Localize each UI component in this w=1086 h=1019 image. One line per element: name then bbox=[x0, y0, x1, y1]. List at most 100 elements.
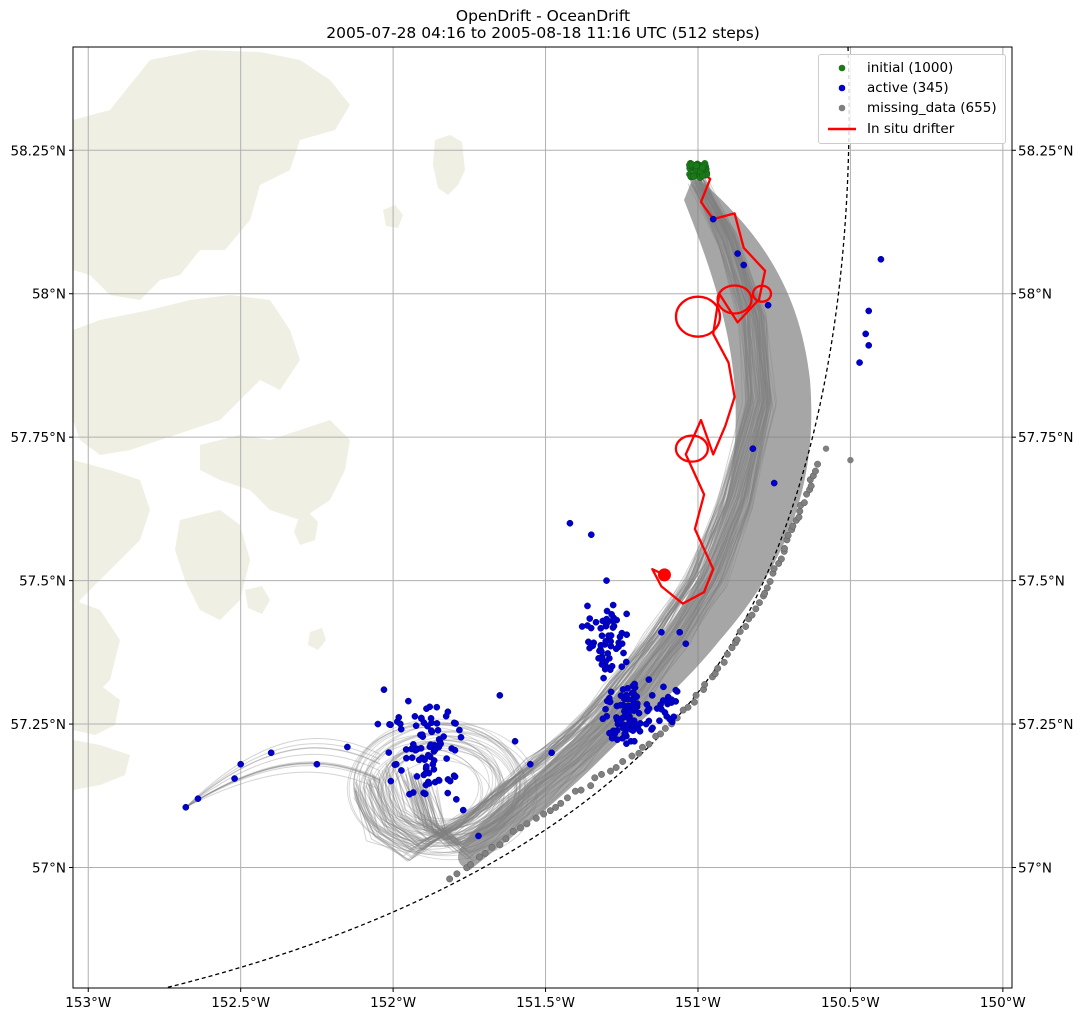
land-mass-8 bbox=[433, 135, 465, 195]
active-particle bbox=[670, 713, 678, 721]
active-particle bbox=[406, 790, 413, 798]
legend: initial (1000) active (345) missing_data… bbox=[818, 54, 1006, 144]
y-tick-label-right: 58.25°N bbox=[1018, 143, 1074, 159]
active-particle bbox=[430, 766, 438, 773]
legend-label-drifter: In situ drifter bbox=[867, 121, 955, 137]
active-particle bbox=[618, 640, 626, 648]
trajectory-swirl bbox=[377, 739, 516, 844]
land-mass-5 bbox=[73, 600, 120, 705]
x-tick-label: 151.5°W bbox=[516, 995, 575, 1011]
missing-data-particle bbox=[814, 460, 822, 468]
active-particle bbox=[607, 632, 615, 639]
active-particle bbox=[608, 610, 615, 618]
trajectory-tail bbox=[185, 771, 381, 808]
missing-data-particle bbox=[752, 605, 760, 613]
trajectory-swirl bbox=[362, 731, 529, 857]
missing-data-particle bbox=[488, 843, 496, 851]
active-particle bbox=[611, 727, 619, 735]
active-particle bbox=[734, 250, 741, 257]
land-mass-12 bbox=[245, 586, 270, 614]
trajectory-swirl bbox=[364, 730, 538, 861]
trajectory-tail bbox=[185, 743, 381, 808]
missing-data-particle bbox=[540, 810, 548, 818]
drifter-loop bbox=[674, 295, 722, 338]
active-particle bbox=[607, 638, 614, 645]
missing-data-particle bbox=[690, 698, 698, 706]
missing-data-particle bbox=[728, 644, 736, 652]
active-particle bbox=[422, 769, 430, 777]
missing-data-particle bbox=[657, 730, 664, 738]
trajectory-swirl bbox=[363, 724, 522, 844]
missing-data-particle bbox=[807, 482, 815, 490]
drifter-track bbox=[651, 166, 767, 605]
active-particle bbox=[609, 601, 617, 609]
trajectory-tail bbox=[185, 747, 381, 808]
trajectory-swirl bbox=[357, 740, 503, 850]
active-particle bbox=[617, 701, 624, 709]
active-particle bbox=[475, 832, 482, 840]
legend-marker-initial bbox=[838, 64, 846, 72]
active-particle bbox=[614, 718, 622, 726]
y-tick-label: 58°N bbox=[32, 287, 66, 303]
active-particle bbox=[770, 479, 778, 487]
active-particle bbox=[452, 720, 459, 727]
missing-data-particle bbox=[784, 531, 792, 539]
active-particle bbox=[673, 688, 681, 695]
active-particle bbox=[709, 215, 717, 223]
active-particle bbox=[598, 632, 606, 640]
missing-data-particle bbox=[763, 584, 771, 592]
active-particle bbox=[456, 726, 463, 734]
active-particle bbox=[451, 746, 459, 754]
trajectory-tail bbox=[185, 763, 381, 808]
active-particle bbox=[604, 650, 612, 657]
missing-data-particle bbox=[761, 589, 769, 597]
active-particle bbox=[387, 777, 395, 785]
active-particle bbox=[584, 622, 591, 629]
active-particle bbox=[764, 301, 772, 309]
missing-data-particle bbox=[795, 513, 803, 521]
missing-data-particle bbox=[766, 578, 774, 585]
initial-particle bbox=[699, 164, 707, 172]
legend-item-active: active (345) bbox=[819, 78, 1005, 98]
active-particle bbox=[658, 628, 665, 636]
active-particle bbox=[865, 342, 873, 349]
missing-data-particle bbox=[770, 565, 778, 573]
active-particle bbox=[603, 607, 611, 615]
missing-data-particle bbox=[628, 752, 636, 760]
active-particle bbox=[627, 718, 635, 726]
trajectory-tail bbox=[185, 738, 381, 808]
legend-item-drifter: In situ drifter bbox=[819, 119, 1005, 139]
initial-particle bbox=[692, 162, 700, 170]
drifter-loop bbox=[751, 284, 773, 303]
active-particle bbox=[421, 756, 428, 764]
active-particle bbox=[413, 773, 421, 780]
missing-data-particle bbox=[467, 861, 474, 868]
active-particle bbox=[645, 717, 653, 725]
missing-data-particle bbox=[645, 740, 653, 748]
missing-data-particle bbox=[742, 623, 750, 630]
active-particle bbox=[622, 658, 630, 666]
trajectory-density-core bbox=[458, 175, 812, 870]
active-particle bbox=[446, 777, 454, 785]
active-particle bbox=[600, 674, 607, 682]
active-particle bbox=[411, 713, 419, 720]
active-particle bbox=[631, 680, 638, 688]
land-mass-7 bbox=[73, 740, 130, 790]
active-particle bbox=[586, 615, 594, 622]
active-particle bbox=[548, 749, 555, 757]
y-tick-label: 58.25°N bbox=[11, 143, 67, 159]
land-mass-1 bbox=[73, 295, 300, 455]
active-particle bbox=[395, 714, 403, 721]
trajectory-tail bbox=[185, 761, 381, 808]
active-particle bbox=[598, 648, 605, 655]
active-particle bbox=[496, 692, 504, 699]
missing-data-particle bbox=[598, 770, 605, 778]
active-particle bbox=[435, 777, 443, 784]
missing-data-particle bbox=[847, 456, 854, 464]
missing-data-particle bbox=[446, 875, 454, 883]
missing-data-particle bbox=[733, 636, 741, 644]
active-particle bbox=[634, 725, 642, 733]
missing-data-particle bbox=[481, 850, 489, 857]
missing-data-particle bbox=[523, 820, 531, 828]
x-tick-label: 151°W bbox=[675, 995, 721, 1011]
